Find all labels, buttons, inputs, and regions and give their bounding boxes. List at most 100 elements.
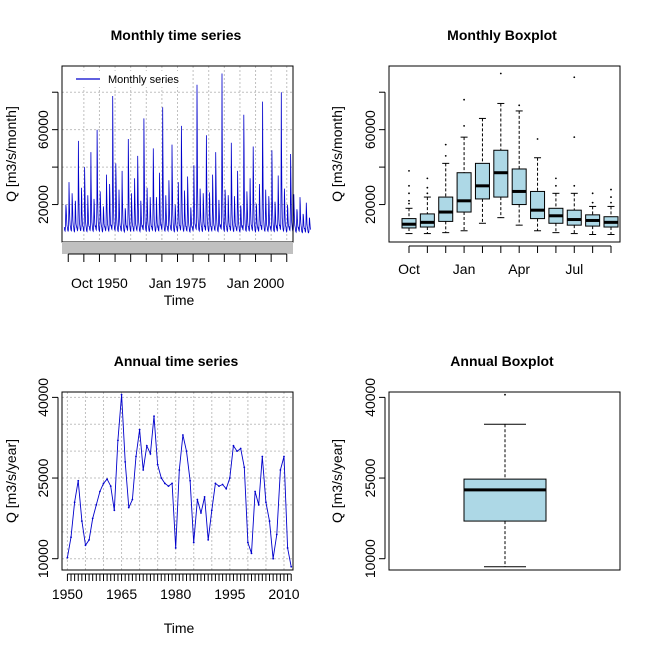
point-62 bbox=[290, 565, 293, 568]
outlier-10-1 bbox=[591, 192, 594, 195]
point-26 bbox=[160, 477, 163, 479]
point-44 bbox=[225, 487, 228, 490]
point-10 bbox=[102, 482, 105, 485]
outlier-0-1 bbox=[408, 199, 410, 202]
x-tick-label-2: 1980 bbox=[160, 586, 191, 602]
point-6 bbox=[88, 538, 90, 541]
point-51 bbox=[250, 552, 253, 555]
plot-frame-monthly-box bbox=[388, 65, 621, 243]
y-axis-label-monthly-ts: Q [m3/s/month] bbox=[3, 106, 19, 202]
outlier-11-1 bbox=[610, 196, 612, 198]
point-61 bbox=[286, 547, 289, 549]
outlier-5-0 bbox=[499, 72, 502, 75]
point-8 bbox=[95, 504, 98, 506]
outlier-1-0 bbox=[426, 192, 429, 195]
y-annual-box-tick-label-0: 10000 bbox=[362, 539, 378, 578]
point-25 bbox=[156, 463, 159, 466]
outlier-9-1 bbox=[573, 136, 576, 139]
point-17 bbox=[127, 506, 130, 509]
point-40 bbox=[210, 509, 213, 512]
point-24 bbox=[153, 415, 155, 418]
point-11 bbox=[106, 478, 109, 481]
point-29 bbox=[171, 482, 173, 485]
outlier-3-0 bbox=[463, 125, 465, 127]
point-0 bbox=[66, 556, 69, 559]
point-53 bbox=[257, 504, 260, 506]
panel-annual-boxplot: Annual Boxplot 10000 25000 40000 Q [m3/s/y… bbox=[329, 353, 621, 578]
panel-monthly-time-series: Monthly time series Monthly series Oct 1… bbox=[3, 27, 312, 308]
x-tick-label-6: Apr bbox=[508, 261, 530, 277]
x-axis-label-monthly-ts: Time bbox=[164, 292, 195, 308]
point-41 bbox=[214, 482, 217, 485]
point-54 bbox=[261, 455, 264, 458]
outlier-7-0 bbox=[536, 138, 539, 140]
point-58 bbox=[275, 533, 278, 536]
outlier-10-0 bbox=[591, 201, 594, 204]
y-ticks-monthly-ts: 20000 60000 bbox=[35, 91, 59, 224]
x-tick-label-1: 1965 bbox=[106, 586, 137, 602]
point-38 bbox=[203, 495, 206, 498]
point-43 bbox=[221, 483, 224, 486]
point-23 bbox=[149, 452, 152, 455]
outlier-1-1 bbox=[426, 186, 429, 189]
x-ticks-annual-ts: 1950 1965 1980 1995 2010 bbox=[52, 573, 300, 602]
point-34 bbox=[189, 479, 192, 482]
y-ticks-annual-ts: 10000 25000 40000 bbox=[35, 378, 59, 578]
outlier-6-0 bbox=[518, 104, 521, 107]
y-axis-label-monthly-box: Q [m3/s/month] bbox=[329, 106, 345, 202]
outlier-9-2 bbox=[573, 76, 576, 79]
y-annual-ts-tick-label-0: 10000 bbox=[35, 539, 51, 578]
outlier-0 bbox=[504, 393, 506, 396]
point-28 bbox=[167, 485, 170, 488]
outlier-1-2 bbox=[426, 177, 429, 180]
x-tick-label-1: Jan 1975 bbox=[149, 275, 207, 291]
panel-title-annual-ts: Annual time series bbox=[114, 353, 239, 369]
x-tick-label-9: Jul bbox=[565, 261, 583, 277]
outlier-0-3 bbox=[408, 184, 410, 187]
y-ticks-monthly-box: 20000 60000 bbox=[362, 91, 386, 224]
point-19 bbox=[135, 455, 137, 458]
point-15 bbox=[120, 393, 123, 396]
x-tick-label-0: 1950 bbox=[52, 586, 83, 602]
point-21 bbox=[142, 469, 145, 471]
x-tick-label-0: Oct bbox=[398, 261, 420, 277]
grid-monthly-ts bbox=[62, 66, 293, 242]
legend-label-monthly-series: Monthly series bbox=[108, 74, 179, 86]
y-annual-box-tick-label-2: 40000 bbox=[362, 378, 378, 417]
x-tick-label-4: 2010 bbox=[268, 586, 299, 602]
point-3 bbox=[77, 479, 80, 482]
point-47 bbox=[236, 450, 238, 453]
point-32 bbox=[182, 434, 184, 436]
outlier-8-0 bbox=[555, 184, 557, 187]
panel-title-annual-box: Annual Boxplot bbox=[450, 353, 554, 369]
point-37 bbox=[200, 512, 202, 514]
x-tick-label-3: 1995 bbox=[214, 586, 245, 602]
y-annual-ts-tick-label-1: 25000 bbox=[35, 458, 51, 497]
x-tick-label-0: Oct 1950 bbox=[71, 275, 128, 291]
legend-monthly-ts: Monthly series bbox=[70, 71, 190, 87]
point-45 bbox=[228, 477, 231, 479]
plot-area-monthly-box bbox=[401, 72, 619, 236]
y-monthly-ts-tick-label-0: 20000 bbox=[35, 185, 51, 224]
point-31 bbox=[178, 469, 181, 471]
point-2 bbox=[73, 501, 76, 504]
box bbox=[463, 478, 547, 522]
point-7 bbox=[91, 517, 94, 520]
box-6 bbox=[511, 168, 527, 206]
x-tick-label-3: Jan bbox=[453, 261, 476, 277]
point-4 bbox=[80, 520, 83, 522]
plot-area-annual-box bbox=[463, 393, 547, 568]
point-35 bbox=[192, 541, 195, 544]
point-42 bbox=[218, 485, 220, 488]
point-9 bbox=[98, 490, 101, 493]
plot-frame-annual-box bbox=[388, 391, 621, 571]
plot-area-monthly-ts bbox=[63, 73, 312, 234]
point-52 bbox=[254, 490, 257, 493]
outlier-2-0 bbox=[444, 154, 447, 157]
outlier-0-4 bbox=[408, 169, 410, 172]
point-48 bbox=[239, 447, 242, 450]
panel-title-monthly-box: Monthly Boxplot bbox=[447, 27, 557, 43]
point-57 bbox=[272, 557, 275, 560]
point-1 bbox=[70, 536, 72, 539]
plot-area-annual-ts bbox=[66, 393, 293, 568]
